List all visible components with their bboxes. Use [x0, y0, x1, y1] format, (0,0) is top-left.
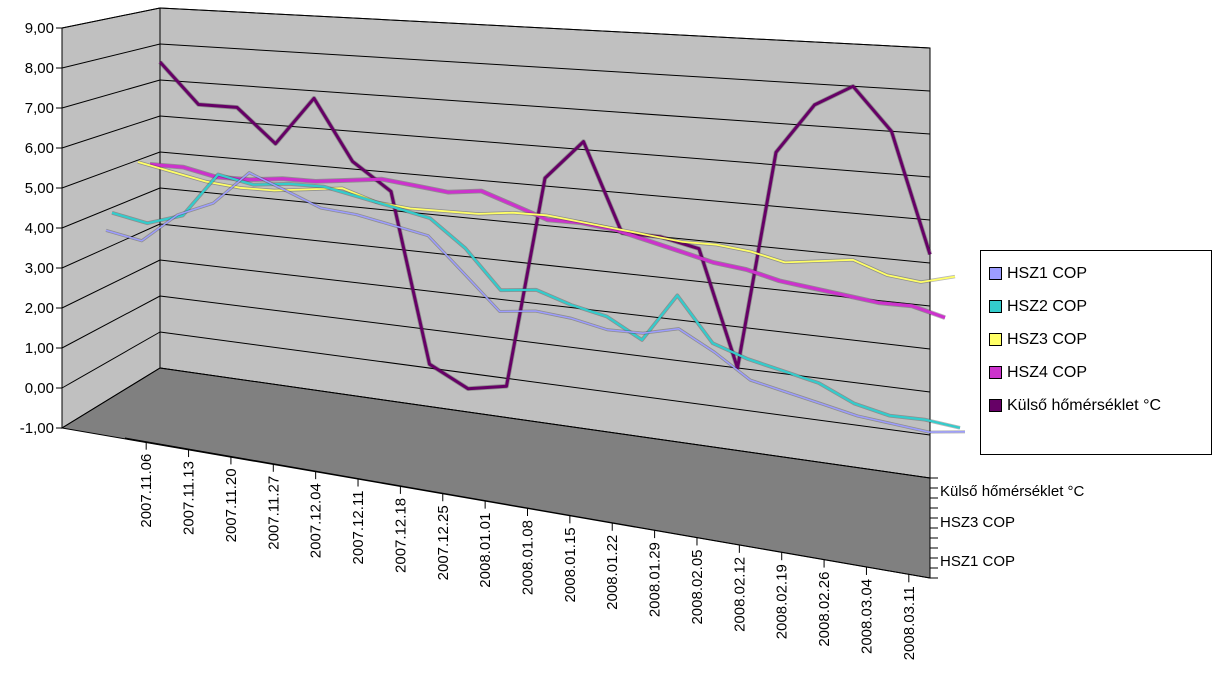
x-tick-label: 2007.11.06: [138, 454, 155, 528]
x-tick-label: 2007.11.27: [265, 476, 282, 550]
gridline: [61, 223, 161, 269]
x-tick-label: 2008.02.19: [774, 564, 791, 639]
y-tick-label: 3,00: [25, 260, 54, 277]
x-tick-label: 2007.12.04: [308, 483, 325, 558]
depth-label: HSZ3 COP: [940, 514, 1015, 531]
x-tick-label: 2008.01.08: [520, 520, 537, 595]
x-tick-label: 2008.02.12: [731, 557, 748, 632]
gridline: [61, 259, 161, 309]
y-tick-label: 8,00: [25, 60, 54, 77]
gridline: [61, 43, 161, 69]
legend-item: HSZ1 COP: [989, 257, 1211, 290]
legend-item: HSZ4 COP: [989, 356, 1211, 389]
side-wall: [61, 7, 161, 429]
gridlines: [61, 7, 931, 479]
legend-swatch: [989, 399, 1002, 412]
gridline: [159, 7, 931, 49]
legend-item: HSZ2 COP: [989, 290, 1211, 323]
x-tick-label: 2008.02.26: [816, 572, 833, 647]
series-line: [137, 161, 956, 284]
x-tick-label: 2007.12.25: [435, 505, 452, 580]
gridline: [159, 295, 931, 393]
y-tick-label: 1,00: [25, 340, 54, 357]
legend-swatch: [989, 333, 1002, 346]
x-tick-label: 2007.11.20: [223, 468, 240, 542]
x-tick-label: 2007.11.13: [181, 461, 198, 535]
y-axis: 9,00 8,00 7,00 6,00 5,00 4,00 3,00 2,00 1,00 0,00…: [20, 20, 62, 437]
gridline: [61, 79, 161, 109]
legend-swatch: [989, 366, 1002, 379]
x-axis: 2007.11.06 2007.11.13 2007.11.20 2007.11.27…: [124, 437, 931, 660]
series-layer: [105, 60, 966, 434]
y-tick-label: 2,00: [25, 300, 54, 317]
legend-item: HSZ3 COP: [989, 323, 1211, 356]
x-tick-label: 2008.03.11: [901, 586, 918, 660]
gridline: [159, 331, 931, 436]
x-tick-label: 2007.12.11: [350, 491, 367, 565]
legend-label: HSZ3 COP: [1007, 330, 1088, 348]
y-tick-label: 9,00: [25, 20, 54, 37]
gridline: [159, 223, 931, 307]
gridline: [159, 259, 931, 350]
gridline: [61, 115, 161, 149]
y-tick-label: 0,00: [25, 380, 54, 397]
gridline: [159, 187, 931, 264]
gridline: [159, 79, 931, 135]
legend-label: HSZ4 COP: [1007, 363, 1088, 381]
depth-label: HSZ1 COP: [940, 553, 1015, 570]
gridline: [61, 367, 161, 429]
depth-axis: Külső hőmérséklet °C HSZ3 COP HSZ1 COP: [929, 477, 1085, 579]
legend-swatch: [989, 267, 1002, 280]
x-tick-label: 2008.01.29: [647, 542, 664, 617]
x-tick-label: 2008.01.01: [477, 513, 494, 588]
x-tick-label: 2008.01.15: [562, 527, 579, 602]
series-line: [111, 173, 961, 429]
y-tick-label: 7,00: [25, 100, 54, 117]
gridline: [61, 331, 161, 389]
series-line: [158, 60, 932, 391]
y-tick-label: 5,00: [25, 180, 54, 197]
x-tick-label: 2007.12.18: [392, 498, 409, 573]
depth-label: Külső hőmérséklet °C: [940, 483, 1085, 500]
y-tick-label: -1,00: [20, 420, 54, 437]
legend-label: HSZ1 COP: [1007, 264, 1088, 282]
y-tick-label: 6,00: [25, 140, 54, 157]
series-line: [105, 171, 966, 433]
series-line: [149, 162, 946, 320]
legend-label: HSZ2 COP: [1007, 297, 1088, 315]
x-tick-label: 2008.03.04: [858, 579, 875, 654]
gridline: [159, 367, 931, 479]
legend-label: Külső hőmérséklet °C: [1007, 396, 1162, 414]
gridline: [159, 43, 931, 92]
gridline: [61, 151, 161, 189]
legend: HSZ1 COP HSZ2 COP HSZ3 COP HSZ4 COP Küls…: [980, 250, 1212, 455]
gridline: [61, 295, 161, 349]
legend-swatch: [989, 300, 1002, 313]
gridline: [61, 7, 161, 29]
y-tick-label: 4,00: [25, 220, 54, 237]
x-tick-label: 2008.01.22: [604, 535, 621, 610]
gridline: [61, 187, 161, 229]
gridline: [159, 115, 931, 178]
x-tick-label: 2008.02.05: [689, 549, 706, 624]
legend-item: Külső hőmérséklet °C: [989, 389, 1211, 422]
